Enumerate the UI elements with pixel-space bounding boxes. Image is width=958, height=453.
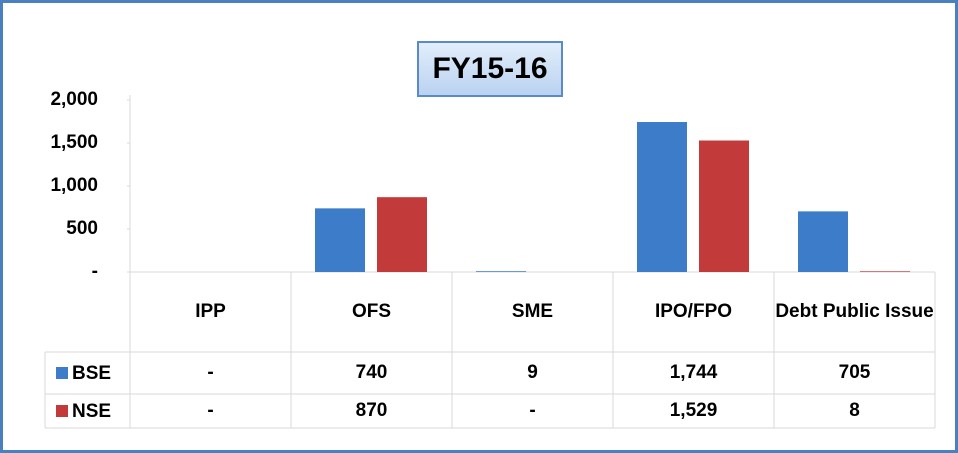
bar [476,271,526,272]
y-tick-label: 1,500 [50,132,98,153]
table-value: - [207,400,214,421]
legend-swatch [56,367,68,379]
x-tick-label: OFS [351,301,392,322]
table-value: 870 [355,400,388,421]
bar [377,197,427,272]
bar [699,140,749,272]
x-tick-label: SME [511,301,554,322]
table-value: - [529,400,536,421]
table-value: 1,744 [669,362,718,383]
table-value: 705 [838,362,871,383]
x-tick-label: Debt Public Issue [775,301,934,322]
y-tick-label: 2,000 [50,89,98,110]
table-value: 9 [527,362,538,383]
y-tick-label: 1,000 [50,175,98,196]
legend-label: BSE [72,363,111,384]
y-tick-label: - [92,261,98,282]
bar [315,208,365,272]
table-value: 1,529 [669,400,718,421]
y-tick-label: 500 [66,218,98,239]
table-value: 8 [849,400,860,421]
bar [798,211,848,272]
legend-label: NSE [72,401,111,422]
x-tick-label: IPP [195,301,226,322]
x-tick-label: IPO/FPO [654,301,733,322]
bar [637,122,687,273]
table-value: - [207,362,214,383]
chart-title: FY15-16 [432,52,547,85]
legend-swatch [56,405,68,417]
table-value: 740 [355,362,388,383]
bar [860,271,910,272]
title-box [417,41,563,97]
